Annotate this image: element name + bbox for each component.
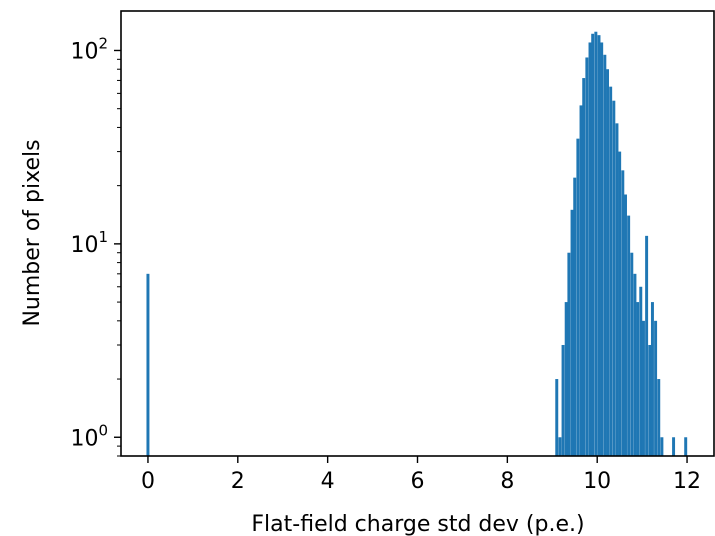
histogram-bar [657, 379, 661, 456]
x-tick-label: 6 [411, 469, 425, 494]
histogram-bar [612, 100, 616, 456]
y-axis-label: Number of pixels [20, 139, 45, 326]
x-axis-label: Flat-field charge std dev (p.e.) [251, 512, 584, 536]
histogram-bar [558, 437, 562, 456]
x-tick-label: 10 [583, 469, 611, 494]
histogram-bar [585, 57, 589, 456]
histogram-bar [555, 379, 559, 456]
plot-frame [120, 10, 715, 457]
histogram-bar [576, 138, 580, 456]
histogram-bar [636, 302, 640, 456]
x-tick-label: 12 [673, 469, 701, 494]
histogram-bar [609, 86, 613, 456]
histogram-bar [615, 123, 619, 456]
histogram-bar [567, 252, 571, 456]
histogram-bar [591, 33, 595, 457]
x-tick-label: 0 [141, 469, 155, 494]
histogram-bar [660, 437, 664, 456]
histogram-bar [146, 273, 150, 456]
histogram-bar [573, 177, 577, 456]
histogram-bar [600, 42, 604, 456]
histogram-bar [645, 235, 649, 456]
x-axis-ticks: 0 2 4 6 8 10 12 [141, 456, 701, 494]
y-tick-label: 100 [70, 421, 108, 451]
histogram-bar [561, 344, 565, 456]
histogram-bar [633, 273, 637, 456]
histogram-bar [648, 344, 652, 456]
histogram-bar [627, 215, 631, 456]
histogram-bar [641, 320, 645, 456]
histogram-bar [639, 286, 643, 456]
histogram-bars [146, 31, 688, 457]
histogram-bar [672, 437, 676, 456]
y-axis-ticks: 100 101 102 [70, 34, 121, 457]
histogram-bar [654, 320, 658, 456]
histogram-bar [621, 170, 625, 456]
y-tick-label: 101 [70, 228, 108, 258]
histogram-bar [588, 42, 592, 456]
histogram-bar [579, 105, 583, 457]
histogram-bar [606, 69, 610, 456]
histogram-bar [582, 78, 586, 456]
histogram-bar [630, 252, 634, 456]
histogram-bar [684, 437, 688, 456]
x-tick-label: 2 [231, 469, 245, 494]
y-tick-label: 102 [70, 34, 108, 64]
histogram-bar [564, 302, 568, 456]
x-tick-label: 8 [500, 469, 514, 494]
histogram-bar [603, 54, 607, 456]
histogram-bar [618, 151, 622, 456]
x-tick-label: 4 [321, 469, 335, 494]
histogram-bar [597, 35, 601, 456]
histogram-bar [570, 209, 574, 456]
histogram-bar [650, 302, 654, 456]
histogram-bar [594, 31, 598, 456]
histogram-bar [624, 194, 627, 456]
